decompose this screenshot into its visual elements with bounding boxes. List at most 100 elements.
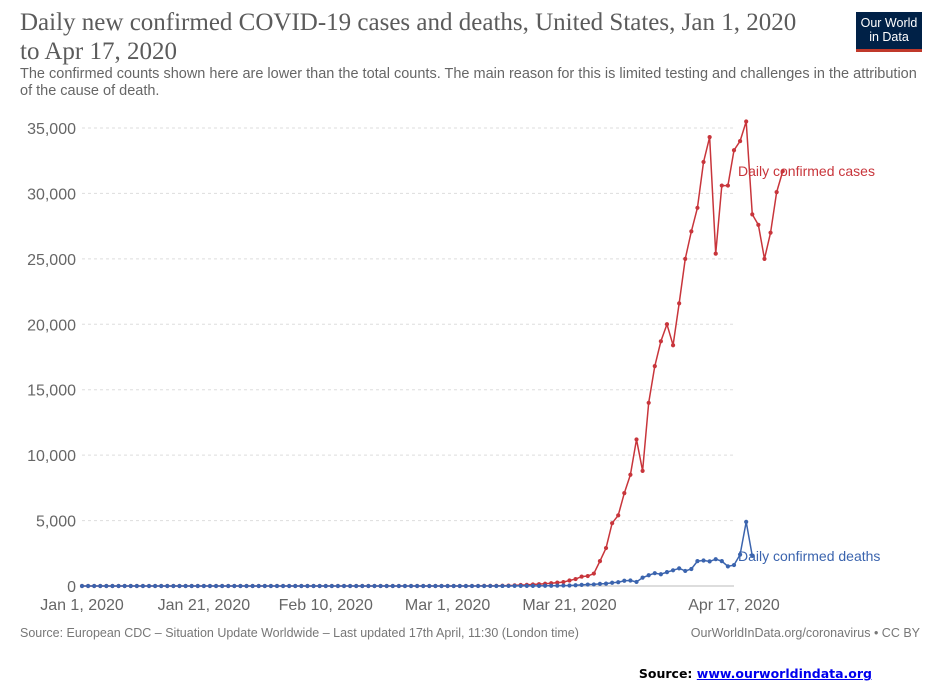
data-point (390, 583, 395, 589)
x-axis-ticks: Jan 1, 2020 Jan 21, 2020 Feb 10, 2020 Mar 1… (40, 597, 780, 614)
data-point (408, 583, 414, 589)
data-point (610, 521, 615, 526)
data-point (165, 583, 170, 589)
data-point (104, 583, 109, 589)
data-point (506, 583, 511, 589)
y-tick-label: 20,000 (27, 317, 76, 334)
data-point (475, 583, 481, 589)
data-point (750, 553, 755, 559)
data-point (348, 583, 353, 589)
data-point (774, 190, 779, 195)
data-point (622, 578, 627, 583)
data-point (725, 183, 731, 188)
x-tick-label: Jan 21, 2020 (158, 597, 251, 614)
data-point (85, 583, 91, 589)
data-point (768, 230, 773, 235)
data-point (683, 256, 688, 261)
data-point (463, 583, 468, 589)
y-tick-label: 30,000 (27, 186, 76, 203)
gridlines (82, 127, 734, 587)
data-point (640, 468, 645, 473)
data-point (262, 583, 267, 589)
data-point (561, 583, 566, 588)
x-tick-label: Mar 21, 2020 (522, 597, 616, 614)
data-point (518, 583, 523, 588)
data-point (579, 582, 584, 587)
data-point (780, 169, 785, 174)
data-point (701, 159, 706, 165)
license-footer[interactable]: OurWorldInData.org/coronavirus • CC BY (690, 626, 920, 640)
series-label: Daily confirmed deaths (738, 548, 880, 564)
chart-title: Daily new confirmed COVID-19 cases and d… (20, 9, 797, 65)
data-point (731, 562, 737, 568)
data-point (737, 552, 743, 557)
data-point (299, 583, 304, 589)
data-point (366, 583, 371, 589)
data-point (567, 583, 572, 588)
series-label: Daily confirmed cases (738, 163, 875, 179)
data-point (128, 583, 133, 589)
data-point (585, 582, 590, 587)
data-point (543, 583, 548, 588)
data-point (555, 583, 560, 588)
data-point (670, 568, 676, 573)
data-point (634, 437, 639, 442)
data-point (402, 583, 408, 589)
data-point (415, 583, 420, 589)
y-tick-label: 10,000 (27, 448, 76, 465)
data-point (652, 571, 657, 576)
data-point (146, 583, 152, 589)
data-point (731, 148, 737, 153)
data-point (195, 583, 200, 589)
data-point (323, 583, 328, 589)
data-point (695, 559, 700, 564)
y-tick-label: 0 (67, 579, 76, 596)
data-point (713, 557, 718, 562)
data-point (250, 583, 255, 589)
x-tick-label: Jan 1, 2020 (40, 597, 124, 614)
data-point (213, 583, 219, 589)
data-point (762, 256, 767, 261)
data-point (658, 572, 663, 577)
data-point (603, 581, 609, 586)
data-point (427, 583, 432, 589)
data-point (183, 583, 188, 589)
data-point (201, 583, 206, 589)
data-point (628, 578, 633, 583)
data-point (110, 583, 115, 589)
data-point (280, 583, 286, 589)
data-point (597, 559, 603, 564)
data-point (750, 212, 755, 217)
data-point (573, 576, 578, 582)
data-point (664, 322, 670, 327)
data-point (500, 583, 505, 589)
data-point (341, 583, 347, 589)
data-point (451, 583, 456, 589)
source-note-label: Source: (638, 666, 697, 681)
data-point (713, 251, 718, 256)
source-note-link[interactable]: www.ourworldindata.org (696, 666, 872, 681)
data-point (79, 583, 85, 589)
data-point (701, 558, 706, 563)
data-point (603, 545, 609, 551)
owid-logo[interactable]: Our World in Data (856, 12, 922, 52)
data-point (360, 583, 365, 589)
data-point (652, 364, 657, 369)
data-point (646, 573, 651, 578)
data-point (220, 583, 225, 589)
data-point (646, 400, 651, 405)
series-cases (79, 119, 785, 589)
data-point (293, 583, 298, 589)
data-point (634, 579, 639, 585)
y-tick-label: 35,000 (27, 121, 76, 138)
data-point (378, 583, 383, 589)
data-point (159, 583, 164, 589)
data-point (396, 583, 401, 589)
data-point (524, 583, 529, 588)
x-tick-label: Apr 17, 2020 (688, 597, 780, 614)
data-point (372, 583, 377, 589)
x-tick-label: Feb 10, 2020 (279, 597, 373, 614)
data-point (488, 583, 493, 589)
data-point (189, 583, 194, 589)
